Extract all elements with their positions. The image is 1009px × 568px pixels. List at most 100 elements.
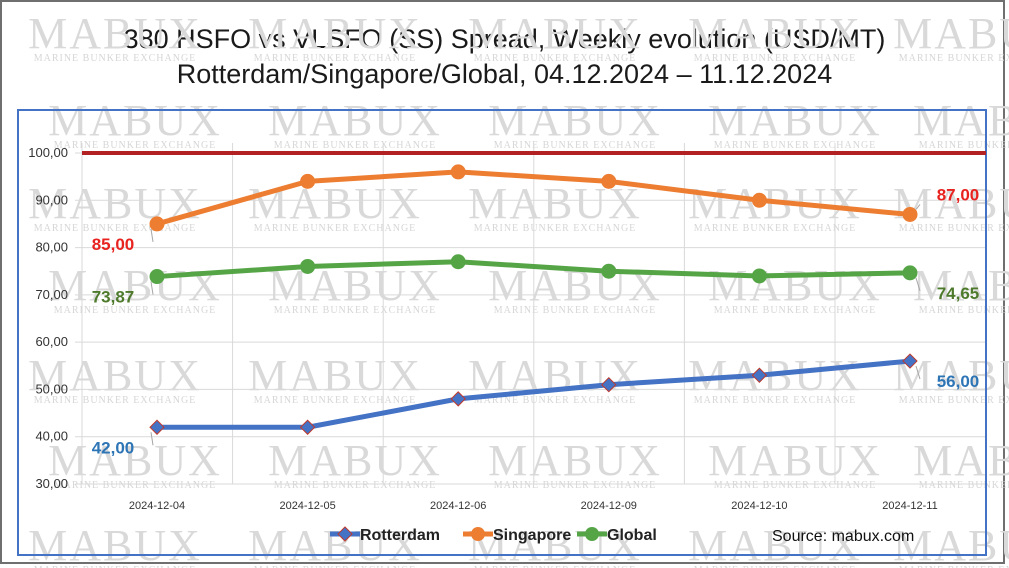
data-label-first: 42,00 [92, 438, 135, 457]
watermark-subtext: MARINE BUNKER EXCHANGE [494, 140, 657, 151]
watermark-text: MABUX [48, 436, 222, 485]
watermark-subtext: MARINE BUNKER EXCHANGE [254, 395, 417, 406]
y-tick-label: 40,00 [35, 429, 68, 444]
watermark-subtext: MARINE BUNKER EXCHANGE [274, 305, 437, 316]
x-tick-label: 2024-12-05 [279, 500, 335, 512]
series-line-rotterdam [157, 358, 911, 430]
watermark-subtext: MARINE BUNKER EXCHANGE [899, 223, 1009, 234]
watermark-text: MABUX [488, 436, 662, 485]
y-tick-label: 80,00 [35, 240, 68, 255]
watermark-subtext: MARINE BUNKER EXCHANGE [474, 53, 637, 64]
x-axis-ticks: 2024-12-04 2024-12-05 2024-12-06 2024-12-09… [129, 500, 938, 512]
point-global [149, 269, 165, 285]
series-line-singapore [156, 169, 911, 227]
y-tick-label: 60,00 [35, 334, 68, 349]
watermark-text: MABUX [688, 9, 862, 58]
watermark-text: MABUX [28, 9, 202, 58]
watermark-subtext: MARINE BUNKER EXCHANGE [34, 53, 197, 64]
watermark-subtext: MARINE BUNKER EXCHANGE [714, 305, 877, 316]
point-singapore [149, 216, 165, 232]
watermark-text: MABUX [248, 179, 422, 228]
data-label-last: 74,65 [937, 284, 980, 303]
data-labels-layer: 42,00 56,00 85,00 87,00 73,87 74,65 [92, 185, 980, 457]
x-tick-label: 2024-12-09 [581, 500, 637, 512]
watermark-subtext: MARINE BUNKER EXCHANGE [254, 223, 417, 234]
chart-title-line1: 380 HSFO vs VLSFO (SS) Spread, Weekly ev… [123, 24, 886, 54]
watermark-subtext: MARINE BUNKER EXCHANGE [919, 305, 1009, 316]
point-singapore [751, 192, 767, 208]
point-global [902, 265, 918, 281]
legend: Rotterdam Singapore Global [330, 526, 657, 544]
watermark-text: MABUX [913, 261, 1009, 310]
legend-label-rotterdam: Rotterdam [360, 527, 440, 544]
data-label-last: 87,00 [937, 185, 980, 204]
watermark-text: MABUX [28, 351, 202, 400]
y-axis-ticks: 30,00 40,00 50,00 60,00 70,00 80,00 90,00 100,0… [28, 145, 68, 491]
watermark-text: MABUX [48, 261, 222, 310]
watermark-subtext: MARINE BUNKER EXCHANGE [54, 480, 217, 491]
watermark-text: MABUX [708, 436, 882, 485]
watermark-subtext: MARINE BUNKER EXCHANGE [474, 565, 637, 568]
x-tick-label: 2024-12-11 [882, 500, 937, 512]
watermark-text: MABUX [48, 96, 222, 145]
watermark-text: MABUX [268, 436, 442, 485]
point-singapore [450, 164, 466, 180]
y-tick-label: 30,00 [35, 476, 68, 491]
point-global [450, 254, 466, 270]
series-layer [149, 164, 918, 435]
leader-line [915, 365, 921, 380]
watermark-text: MABUX [468, 521, 642, 568]
watermark-subtext: MARINE BUNKER EXCHANGE [919, 140, 1009, 151]
leader-line [150, 432, 154, 446]
x-tick-label: 2024-12-06 [430, 500, 486, 512]
watermark-subtext: MARINE BUNKER EXCHANGE [254, 53, 417, 64]
watermark-text: MABUX [893, 9, 1009, 58]
series-line-global [156, 259, 911, 280]
source-note: Source: mabux.com [772, 528, 915, 545]
watermark-subtext: MARINE BUNKER EXCHANGE [34, 223, 197, 234]
chart-title-line2: Rotterdam/Singapore/Global, 04.12.2024 –… [176, 59, 833, 89]
y-tick-label: 90,00 [35, 192, 68, 207]
watermark-text: MABUX [488, 96, 662, 145]
watermark-subtext: MARINE BUNKER EXCHANGE [694, 395, 857, 406]
watermark-subtext: MARINE BUNKER EXCHANGE [899, 565, 1009, 568]
watermark-subtext: MARINE BUNKER EXCHANGE [274, 480, 437, 491]
plot-area-border [17, 109, 987, 556]
legend-marker [471, 527, 485, 541]
point-rotterdam [299, 419, 316, 435]
watermark-subtext: MARINE BUNKER EXCHANGE [274, 140, 437, 151]
watermark-subtext: MARINE BUNKER EXCHANGE [474, 223, 637, 234]
leader-line [150, 281, 154, 295]
data-label-first: 73,87 [92, 288, 135, 307]
watermark-text: MABUX [913, 96, 1009, 145]
grid-layer [75, 143, 987, 485]
point-rotterdam [902, 353, 918, 369]
leader-line [915, 204, 921, 210]
legend-marker [337, 526, 353, 542]
watermark-subtext: MARINE BUNKER EXCHANGE [714, 480, 877, 491]
point-singapore [601, 173, 617, 189]
watermark-subtext: MARINE BUNKER EXCHANGE [694, 223, 857, 234]
watermark-text: MABUX [468, 351, 642, 400]
x-tick-label: 2024-12-10 [731, 500, 787, 512]
watermark-text: MABUX [248, 521, 422, 568]
watermark-text: MABUX [468, 9, 642, 58]
watermark-subtext: MARINE BUNKER EXCHANGE [919, 480, 1009, 491]
y-tick-label: 50,00 [35, 381, 68, 396]
watermark-subtext: MARINE BUNKER EXCHANGE [54, 140, 217, 151]
point-global [300, 258, 316, 274]
watermark-text: MABUX [688, 521, 862, 568]
y-tick-label: 70,00 [35, 287, 68, 302]
watermark-text: MABUX [248, 9, 422, 58]
watermark-subtext: MARINE BUNKER EXCHANGE [54, 305, 217, 316]
leader-line [915, 277, 921, 292]
point-global [601, 263, 617, 279]
legend-label-global: Global [607, 527, 657, 544]
point-rotterdam [601, 376, 617, 393]
watermark-text: MABUX [708, 261, 882, 310]
data-label-last: 56,00 [937, 372, 980, 391]
watermark-subtext: MARINE BUNKER EXCHANGE [494, 305, 657, 316]
